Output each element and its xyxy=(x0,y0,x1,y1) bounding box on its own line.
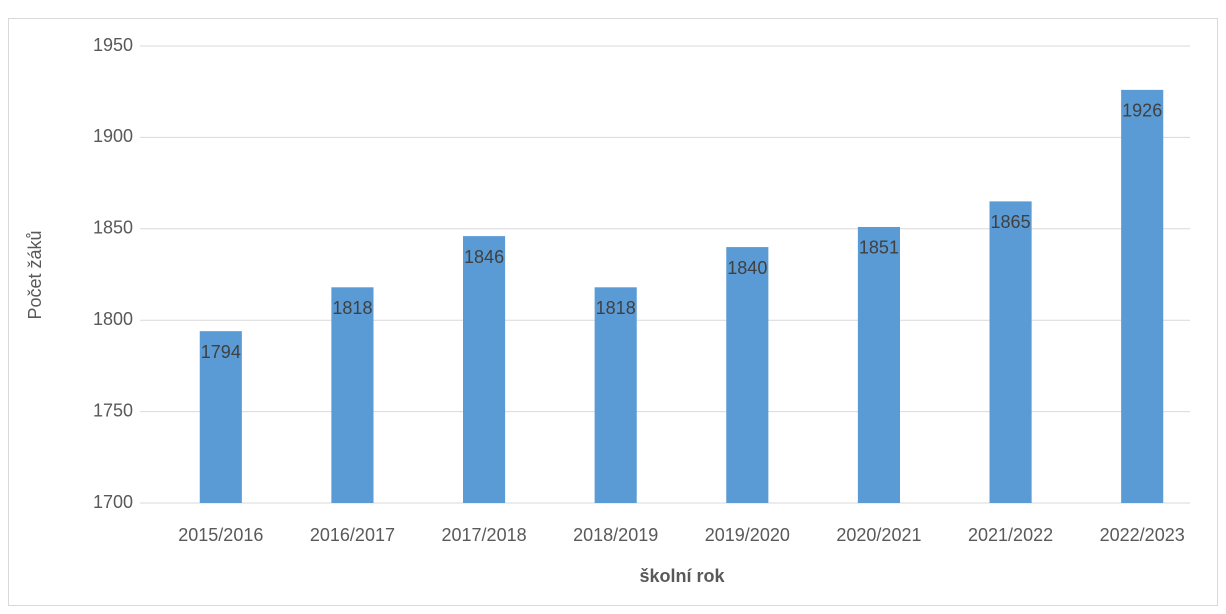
bar xyxy=(199,331,242,503)
x-tick-label: 2021/2022 xyxy=(968,525,1053,545)
x-tick-label: 2016/2017 xyxy=(310,525,395,545)
data-label: 1818 xyxy=(596,298,636,318)
x-tick-label: 2022/2023 xyxy=(1100,525,1185,545)
bar xyxy=(594,287,637,503)
y-tick-label: 1950 xyxy=(93,35,133,55)
x-tick-label: 2020/2021 xyxy=(836,525,921,545)
data-label: 1851 xyxy=(859,238,899,258)
y-tick-label: 1850 xyxy=(93,218,133,238)
y-axis-title: Počet žáků xyxy=(25,230,45,319)
y-tick-label: 1750 xyxy=(93,400,133,420)
data-label: 1846 xyxy=(464,247,504,267)
bar xyxy=(463,236,506,503)
x-tick-label: 2018/2019 xyxy=(573,525,658,545)
x-axis-title: školní rok xyxy=(639,566,725,586)
y-tick-label: 1800 xyxy=(93,309,133,329)
y-tick-label: 1700 xyxy=(93,492,133,512)
y-tick-label: 1900 xyxy=(93,126,133,146)
data-label: 1794 xyxy=(201,342,241,362)
data-label: 1926 xyxy=(1122,101,1162,121)
bar xyxy=(331,287,374,503)
bar xyxy=(989,201,1032,503)
x-tick-label: 2017/2018 xyxy=(442,525,527,545)
bar xyxy=(857,226,900,504)
data-label: 1865 xyxy=(991,212,1031,232)
x-tick-label: 2019/2020 xyxy=(705,525,790,545)
bar xyxy=(1121,89,1164,503)
data-label: 1840 xyxy=(727,258,767,278)
x-tick-label: 2015/2016 xyxy=(178,525,263,545)
bar xyxy=(726,247,769,503)
data-label: 1818 xyxy=(332,298,372,318)
